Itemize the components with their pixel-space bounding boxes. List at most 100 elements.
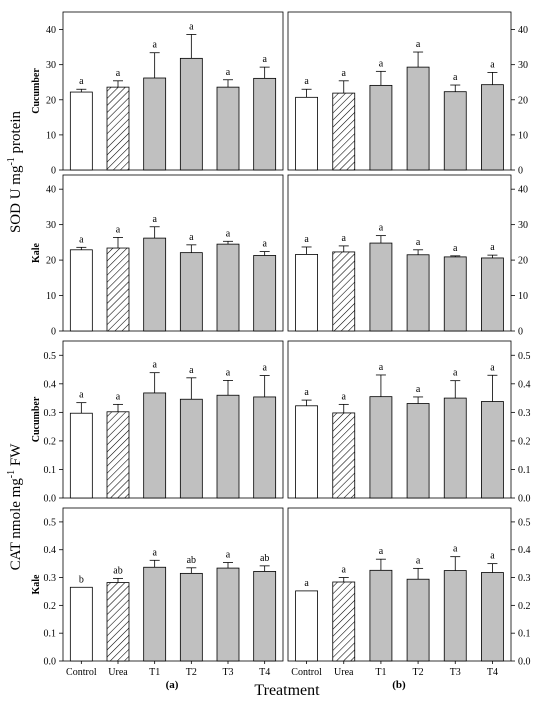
x-axis-title: Treatment bbox=[254, 682, 320, 699]
category-label: Control bbox=[291, 667, 322, 678]
bar-t1 bbox=[369, 84, 393, 171]
sod-y-axis-label: SOD U mg-1 protein bbox=[6, 110, 24, 233]
y-tick-label: 10 bbox=[518, 130, 528, 141]
bar-t4 bbox=[481, 401, 504, 499]
bar-urea bbox=[332, 581, 356, 662]
y-tick-label: 0.4 bbox=[518, 379, 531, 390]
panel-a-label: (a) bbox=[166, 679, 179, 691]
significance-letter: a bbox=[116, 391, 121, 402]
y-tick-label: 0.1 bbox=[518, 629, 531, 640]
bar-urea bbox=[106, 247, 130, 332]
significance-letter: a bbox=[342, 565, 347, 576]
bar-t2 bbox=[179, 57, 203, 171]
bar-t4 bbox=[253, 255, 277, 332]
row-label-cucumber: Cucumber bbox=[31, 396, 42, 442]
y-tick-label: 0.0 bbox=[518, 657, 531, 668]
y-tick-label: 20 bbox=[46, 95, 56, 106]
category-label: T1 bbox=[375, 667, 386, 678]
category-label: T3 bbox=[450, 667, 461, 678]
bar-t2 bbox=[179, 398, 203, 499]
bar-t2 bbox=[406, 578, 430, 662]
bar-t3 bbox=[443, 397, 467, 499]
significance-letter: a bbox=[416, 237, 421, 248]
panels: 0 10 20 30 40 Cucumber a a a a a a 0 10 20 30 40 a a a a a a 0 1… bbox=[31, 11, 531, 678]
y-tick-label: 40 bbox=[518, 25, 528, 36]
y-tick-label: 0.3 bbox=[44, 408, 57, 419]
significance-letter: a bbox=[79, 76, 84, 87]
significance-letter: ab bbox=[187, 555, 196, 566]
y-tick-label: 0.4 bbox=[518, 545, 531, 556]
significance-letter: a bbox=[152, 214, 157, 225]
panel-frame bbox=[287, 11, 512, 171]
y-tick-label: 0.1 bbox=[44, 629, 57, 640]
y-tick-label: 0.2 bbox=[44, 601, 57, 612]
bar-control bbox=[69, 586, 93, 662]
bar-t3 bbox=[216, 394, 240, 499]
y-tick-label: 0.3 bbox=[44, 573, 57, 584]
bar-t1 bbox=[143, 237, 167, 332]
y-tick-label: 20 bbox=[518, 256, 528, 267]
row-label-cucumber: Cucumber bbox=[31, 68, 42, 114]
y-tick-label: 40 bbox=[46, 25, 56, 36]
chart-panel-sod-kale-b: 0 10 20 30 40 a a a a a a bbox=[287, 174, 528, 338]
significance-letter: a bbox=[152, 547, 157, 558]
chart-panel-cat-kale-b: 0.0 0.1 0.2 0.3 0.4 0.5 a Control a Urea a T1 a T2 a T3… bbox=[287, 507, 531, 678]
panel-frame bbox=[287, 174, 512, 332]
y-tick-label: 0.0 bbox=[518, 494, 531, 505]
y-tick-label: 10 bbox=[518, 291, 528, 302]
bar-urea bbox=[332, 251, 356, 332]
y-tick-label: 0.2 bbox=[518, 601, 531, 612]
significance-letter: a bbox=[116, 68, 121, 79]
y-tick-label: 0.5 bbox=[518, 517, 531, 528]
y-tick-label: 0.4 bbox=[44, 379, 57, 390]
y-tick-label: 0 bbox=[51, 166, 56, 177]
significance-letter: a bbox=[304, 234, 309, 245]
significance-letter: a bbox=[342, 233, 347, 244]
category-label: T4 bbox=[487, 667, 498, 678]
chart-panel-cat-cucumber-a: 0.0 0.1 0.2 0.3 0.4 0.5 Cucumber a a a a a a bbox=[31, 340, 284, 505]
y-tick-label: 0.1 bbox=[518, 465, 531, 476]
y-tick-label: 0.5 bbox=[44, 351, 57, 362]
significance-letter: a bbox=[453, 72, 458, 83]
significance-letter: a bbox=[226, 550, 231, 561]
y-tick-label: 0.5 bbox=[518, 351, 531, 362]
y-tick-label: 40 bbox=[46, 185, 56, 196]
panel-frame bbox=[62, 507, 284, 662]
bar-control bbox=[295, 254, 318, 332]
bar-t1 bbox=[369, 242, 393, 332]
bar-t2 bbox=[406, 254, 430, 332]
significance-letter: a bbox=[189, 21, 194, 32]
chart-panel-sod-kale-a: 0 10 20 30 40 Kale a a a a a a bbox=[31, 174, 284, 338]
bar-control bbox=[295, 590, 318, 662]
y-tick-label: 0.2 bbox=[518, 436, 531, 447]
bar-control bbox=[69, 412, 93, 499]
bar-control bbox=[295, 96, 318, 171]
category-label: Control bbox=[66, 667, 97, 678]
y-tick-label: 0.2 bbox=[44, 436, 57, 447]
bar-t3 bbox=[216, 86, 240, 171]
significance-letter: a bbox=[226, 67, 231, 78]
significance-letter: a bbox=[379, 223, 384, 234]
significance-letter: a bbox=[262, 363, 267, 374]
bar-t2 bbox=[179, 572, 203, 662]
significance-letter: a bbox=[226, 367, 231, 378]
panel-frame bbox=[62, 11, 284, 171]
chart-panel-sod-cucumber-b: 0 10 20 30 40 a a a a a a bbox=[287, 11, 528, 177]
bar-t1 bbox=[143, 392, 167, 499]
significance-letter: a bbox=[304, 578, 309, 589]
bar-t1 bbox=[143, 566, 167, 662]
y-tick-label: 30 bbox=[518, 60, 528, 71]
bar-t2 bbox=[179, 252, 203, 332]
category-label: T1 bbox=[149, 667, 160, 678]
panel-frame bbox=[62, 174, 284, 332]
bar-t2 bbox=[406, 66, 430, 171]
chart-panel-sod-cucumber-a: 0 10 20 30 40 Cucumber a a a a a a bbox=[31, 11, 284, 177]
bar-control bbox=[69, 249, 93, 332]
significance-letter: a bbox=[262, 54, 267, 65]
significance-letter: ab bbox=[113, 565, 122, 576]
y-tick-label: 0 bbox=[51, 327, 56, 338]
y-tick-label: 10 bbox=[46, 130, 56, 141]
bar-t1 bbox=[369, 569, 393, 662]
y-tick-label: 0.3 bbox=[518, 408, 531, 419]
significance-letter: a bbox=[490, 59, 495, 70]
